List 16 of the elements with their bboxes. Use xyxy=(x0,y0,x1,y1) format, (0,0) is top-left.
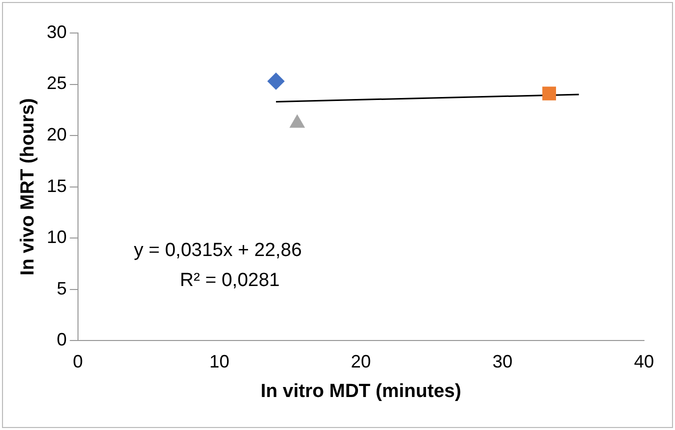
y-tick-label: 15 xyxy=(46,176,67,196)
y-tick-label: 25 xyxy=(46,73,67,94)
x-axis-title: In vitro MDT (minutes) xyxy=(260,380,462,402)
x-tick-label: 10 xyxy=(209,351,230,372)
y-tick-label: 20 xyxy=(46,124,67,144)
annotation: R² = 0,0281 xyxy=(180,270,280,291)
y-tick-label: 0 xyxy=(56,330,67,350)
y-tick-label: 10 xyxy=(46,227,67,248)
y-tick-label: 30 xyxy=(46,22,67,42)
y-tick-label: 5 xyxy=(56,278,67,298)
x-tick-label: 20 xyxy=(350,351,371,372)
y-axis-title: In vivo MRT (hours) xyxy=(18,98,39,276)
x-tick-label: 0 xyxy=(72,351,83,372)
x-tick-label: 30 xyxy=(492,351,512,372)
annotation: y = 0,0315x + 22,86 xyxy=(134,240,302,261)
x-tick-label: 40 xyxy=(634,351,654,372)
